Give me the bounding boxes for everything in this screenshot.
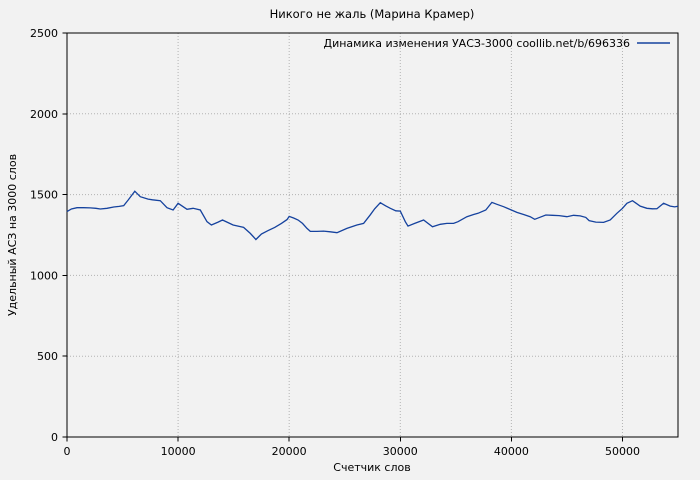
y-tick-label: 1500 [30, 189, 58, 202]
x-tick-label: 20000 [272, 445, 307, 458]
x-tick-label: 50000 [605, 445, 640, 458]
legend-label: Динамика изменения УАСЗ-3000 coollib.net… [324, 37, 631, 50]
grid-layer [67, 33, 678, 437]
series-layer [66, 190, 679, 241]
x-tick-label: 30000 [383, 445, 418, 458]
x-tick-label: 40000 [494, 445, 529, 458]
x-tick-label: 10000 [161, 445, 196, 458]
x-axis-label: Счетчик слов [333, 461, 410, 474]
y-tick-label: 2000 [30, 108, 58, 121]
series-line [66, 190, 679, 241]
chart-title: Никого не жаль (Марина Крамер) [270, 7, 475, 21]
y-tick-label: 1000 [30, 269, 58, 282]
tick-layer: 0 10000 20000 30000 40000 50000 0 500 1000 1500 20… [30, 27, 640, 458]
y-tick-label: 500 [37, 350, 58, 363]
plot-border [66, 32, 679, 438]
y-tick-label: 2500 [30, 27, 58, 40]
y-axis-label: Удельный АСЗ на 3000 слов [6, 154, 19, 316]
x-tick-label: 0 [64, 445, 71, 458]
y-tick-label: 0 [51, 431, 58, 444]
